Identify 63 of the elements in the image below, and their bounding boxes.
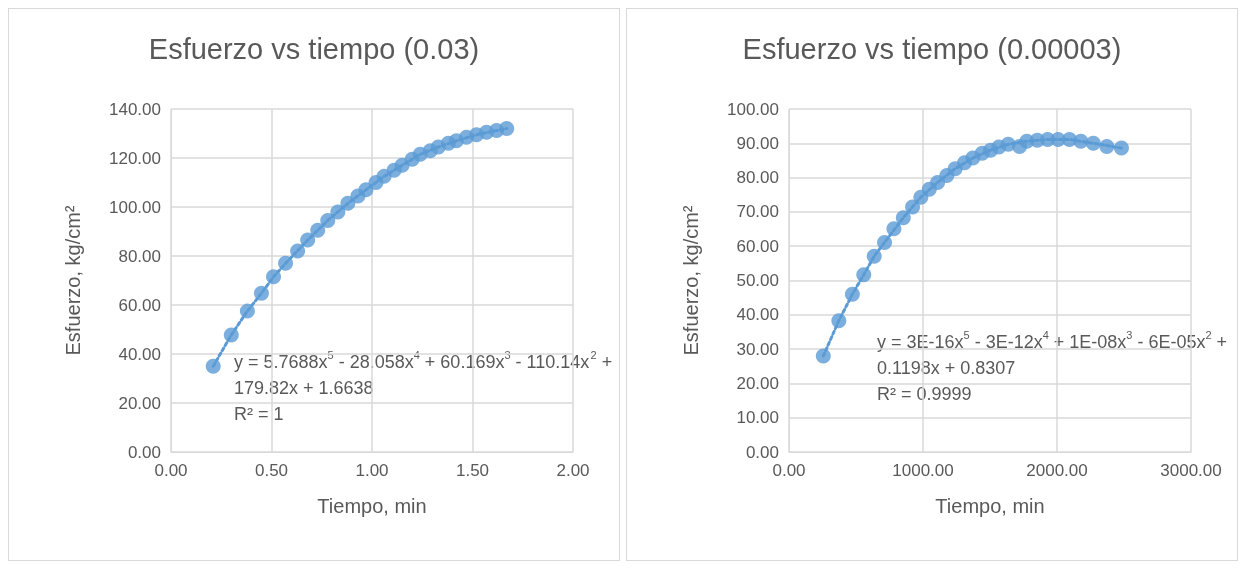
point	[895, 210, 911, 226]
y-tick-label: 20.00	[118, 393, 161, 413]
x-tick-label: 0.50	[254, 461, 289, 480]
chart-title: Esfuerzo vs tiempo (0.00003)	[742, 32, 1122, 65]
y-tick-label: 20.00	[736, 373, 779, 393]
annotation: R² = 0.9999	[877, 384, 972, 404]
y-tick-label: 30.00	[736, 339, 779, 359]
x-tick-label: 3000.00	[1160, 461, 1222, 480]
point	[310, 222, 326, 238]
point	[1073, 133, 1089, 149]
point	[877, 234, 893, 250]
y-tick-label: 60.00	[736, 236, 779, 256]
point	[239, 303, 255, 319]
point	[340, 195, 356, 211]
x-tick-label: 2.00	[556, 461, 590, 480]
y-axis-title: Esfuerzo, kg/cm²	[62, 205, 84, 356]
y-tick-label: 100.00	[109, 197, 161, 217]
point	[320, 212, 336, 228]
y-tick-label: 140.00	[109, 99, 161, 119]
point	[266, 269, 282, 285]
y-tick-label: 120.00	[109, 148, 161, 168]
y-tick-label: 80.00	[736, 168, 779, 188]
y-axis-title: Esfuerzo, kg/cm²	[680, 205, 702, 356]
y-tick-label: 0.00	[745, 442, 779, 462]
point	[278, 255, 294, 271]
annotation: R² = 1	[234, 404, 284, 424]
x-tick-label: 1.50	[455, 461, 490, 480]
point	[1085, 135, 1101, 151]
point	[330, 204, 346, 220]
point	[886, 221, 902, 237]
point	[1099, 138, 1115, 154]
point	[358, 182, 374, 198]
point	[205, 358, 221, 374]
y-tick-label: 40.00	[736, 305, 779, 325]
point	[223, 327, 239, 343]
x-tick-label: 0.00	[154, 461, 188, 480]
point	[844, 286, 860, 302]
x-axis-title: Tiempo, min	[935, 495, 1045, 517]
chart-title: Esfuerzo vs tiempo (0.03)	[148, 32, 480, 65]
y-tick-label: 100.00	[727, 99, 779, 119]
point	[300, 232, 316, 248]
point	[1113, 140, 1129, 156]
point	[905, 199, 921, 215]
point	[831, 313, 847, 329]
y-tick-label: 0.00	[127, 442, 161, 462]
x-tick-label: 2000.00	[1026, 461, 1088, 480]
y-tick-label: 10.00	[736, 408, 779, 428]
y-tick-label: 90.00	[736, 133, 779, 153]
point	[499, 121, 515, 137]
y-tick-label: 70.00	[736, 202, 779, 222]
y-tick-label: 60.00	[118, 295, 161, 315]
y-tick-label: 80.00	[118, 246, 161, 266]
x-tick-label: 0.00	[772, 461, 806, 480]
y-tick-label: 40.00	[118, 344, 161, 364]
point	[290, 243, 306, 259]
x-tick-label: 1.00	[355, 461, 389, 480]
point	[856, 267, 872, 283]
x-tick-label: 1000.00	[892, 461, 954, 480]
point	[866, 248, 882, 264]
x-axis-title: Tiempo, min	[317, 495, 427, 517]
point	[815, 348, 831, 364]
point	[253, 285, 269, 301]
y-tick-label: 50.00	[736, 271, 779, 290]
